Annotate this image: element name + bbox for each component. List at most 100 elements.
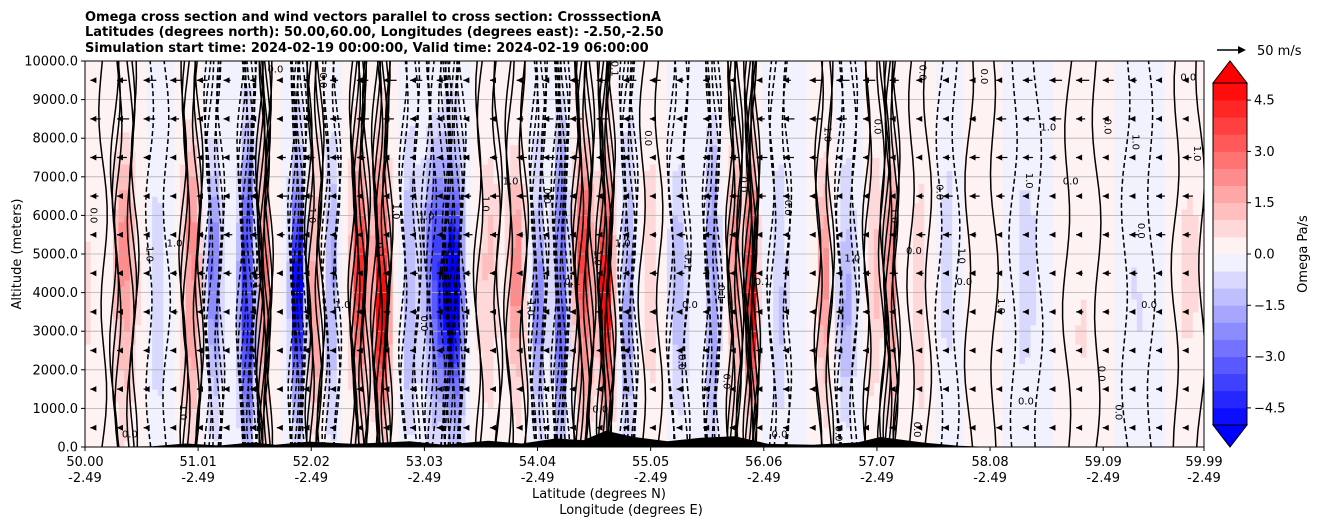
omega-cell — [292, 324, 299, 332]
omega-cell — [129, 157, 136, 165]
omega-cell — [364, 350, 371, 358]
omega-cell — [527, 125, 534, 133]
omega-cell — [403, 395, 411, 403]
omega-cell — [415, 202, 422, 210]
omega-cell — [504, 324, 511, 332]
omega-cell — [213, 434, 220, 442]
omega-cell — [157, 176, 164, 184]
omega-cell — [168, 305, 176, 313]
omega-cell — [487, 369, 495, 377]
omega-cell — [140, 144, 148, 152]
omega-cell — [219, 221, 226, 229]
omega-cell — [415, 125, 422, 133]
omega-cell — [437, 363, 444, 371]
omega-cell — [493, 80, 500, 88]
omega-cell — [347, 163, 355, 171]
omega-cell — [448, 202, 455, 210]
omega-cell — [180, 215, 187, 223]
omega-cell — [90, 157, 97, 165]
omega-cell — [174, 260, 181, 268]
omega-cell — [286, 324, 293, 332]
omega-cell — [297, 125, 304, 133]
omega-cell — [90, 311, 97, 319]
omega-cell — [370, 67, 377, 75]
omega-cell — [286, 305, 293, 313]
omega-cell — [415, 292, 422, 300]
omega-cell — [392, 254, 399, 262]
omega-cell — [448, 440, 455, 447]
omega-cell — [258, 344, 265, 352]
omega-cell — [292, 414, 299, 422]
omega-cell — [409, 183, 416, 191]
omega-cell — [101, 118, 108, 126]
omega-cell — [213, 125, 220, 133]
omega-cell — [252, 118, 260, 126]
omega-cell — [409, 106, 416, 114]
omega-cell — [230, 228, 237, 236]
omega-cell — [459, 144, 467, 152]
omega-cell — [482, 356, 489, 364]
omega-cell — [280, 414, 288, 422]
omega-cell — [118, 228, 125, 236]
omega-cell — [146, 125, 153, 133]
omega-cell — [202, 299, 209, 307]
omega-cell — [331, 202, 338, 210]
omega-cell — [208, 241, 215, 249]
omega-cell — [415, 163, 422, 171]
omega-cell — [527, 434, 534, 442]
omega-cell — [140, 440, 148, 447]
omega-cell — [465, 401, 472, 409]
omega-cell — [163, 434, 170, 442]
omega-cell — [336, 389, 343, 397]
omega-cell — [219, 170, 226, 178]
omega-cell — [269, 344, 276, 352]
omega-cell — [191, 125, 198, 133]
omega-cell — [230, 376, 237, 384]
omega-cell — [482, 125, 489, 133]
omega-cell — [236, 337, 243, 345]
omega-cell — [264, 395, 271, 403]
omega-cell — [482, 61, 489, 69]
omega-cell — [471, 106, 478, 114]
omega-cell — [85, 324, 92, 332]
omega-cell — [375, 331, 383, 339]
omega-cell — [543, 176, 550, 184]
omega-cell — [185, 151, 192, 159]
omega-cell — [269, 286, 276, 294]
omega-cell — [331, 382, 338, 390]
omega-cell — [465, 389, 472, 397]
omega-cell — [532, 356, 539, 364]
omega-cell — [515, 196, 523, 204]
omega-cell — [146, 67, 153, 75]
omega-cell — [527, 389, 534, 397]
omega-cell — [85, 138, 92, 146]
omega-cell — [420, 93, 427, 101]
omega-cell — [359, 241, 366, 249]
omega-cell — [129, 299, 136, 307]
omega-cell — [325, 260, 332, 268]
omega-cell — [241, 299, 248, 307]
omega-cell — [331, 286, 338, 294]
omega-cell — [292, 73, 299, 81]
omega-cell — [482, 234, 489, 242]
omega-cell — [219, 112, 226, 120]
omega-cell — [174, 202, 181, 210]
omega-cell — [538, 118, 545, 126]
omega-cell — [247, 215, 254, 223]
omega-cell — [101, 260, 108, 268]
omega-cell — [107, 254, 114, 262]
omega-cell — [252, 93, 260, 101]
omega-cell — [443, 427, 450, 435]
omega-cell — [342, 196, 349, 204]
omega-cell — [342, 382, 349, 390]
omega-cell — [454, 221, 461, 229]
omega-cell — [224, 86, 232, 94]
omega-cell — [236, 318, 243, 326]
omega-cell — [331, 138, 338, 146]
omega-cell — [174, 86, 181, 94]
omega-cell — [319, 427, 327, 435]
omega-cell — [236, 86, 243, 94]
omega-cell — [398, 163, 405, 171]
omega-cell — [504, 208, 511, 216]
omega-cell — [359, 208, 366, 216]
